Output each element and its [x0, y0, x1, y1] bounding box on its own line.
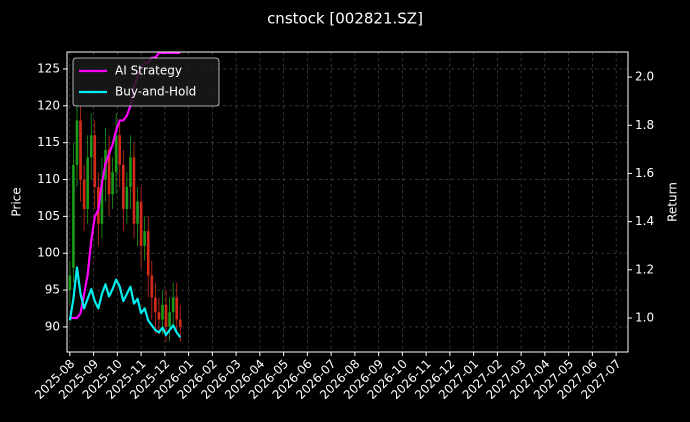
y-tick-label: 100: [37, 246, 60, 260]
chart-title: cnstock [002821.SZ]: [267, 10, 423, 28]
candle-body: [118, 135, 122, 165]
candle-body: [132, 157, 136, 224]
candle-body: [143, 231, 146, 246]
axes-frame: [66, 51, 629, 353]
candle-body: [111, 172, 114, 195]
candle-body: [161, 304, 164, 320]
candle-body: [86, 157, 89, 210]
candle-body: [136, 201, 139, 224]
candle-body: [150, 275, 154, 298]
y2-tick-label: 1.2: [635, 262, 654, 276]
candle-body: [146, 231, 150, 276]
y-tick-label: 115: [37, 135, 60, 149]
candle-body: [178, 319, 182, 327]
candle-body: [168, 312, 171, 327]
candle-body: [79, 120, 82, 180]
candle-body: [175, 297, 179, 320]
candle-body: [75, 120, 79, 165]
candle-body: [68, 275, 72, 291]
y-tick-label: 110: [37, 172, 60, 186]
candle-body: [100, 179, 104, 224]
line-series: [69, 52, 181, 320]
y2-tick-label: 2.0: [635, 70, 654, 84]
candle-body: [171, 297, 175, 313]
candle-body: [154, 297, 157, 313]
candle-body: [157, 312, 161, 320]
candle-body: [164, 304, 168, 327]
plot-area: [68, 52, 182, 342]
candle-body: [139, 201, 143, 246]
y2-tick-label: 1.6: [635, 166, 654, 180]
y-tick-label: 125: [37, 61, 60, 75]
legend-label: Buy-and-Hold: [115, 85, 196, 99]
candle-body: [125, 186, 129, 210]
y-tick-label: 120: [37, 98, 60, 112]
y-tick-label: 105: [37, 209, 60, 223]
candle-body: [72, 164, 75, 268]
y2-axis-label: Return: [666, 182, 680, 222]
candle-body: [129, 157, 132, 187]
legend-box: [72, 57, 220, 107]
y2-tick-label: 1.8: [635, 118, 654, 132]
candle-body: [121, 164, 125, 210]
candle-body: [114, 135, 118, 173]
candle-body: [93, 135, 97, 187]
candle-body: [82, 179, 86, 210]
candle-body: [89, 135, 93, 158]
y-tick-label: 95: [45, 283, 60, 297]
y-axis-label: Price: [10, 187, 24, 216]
y2-tick-label: 1.0: [635, 311, 654, 325]
y-tick-label: 90: [45, 319, 60, 333]
line-series: [68, 266, 182, 338]
y2-tick-label: 1.4: [635, 214, 654, 228]
legend-label: AI Strategy: [115, 64, 182, 78]
candle-body: [107, 150, 111, 195]
